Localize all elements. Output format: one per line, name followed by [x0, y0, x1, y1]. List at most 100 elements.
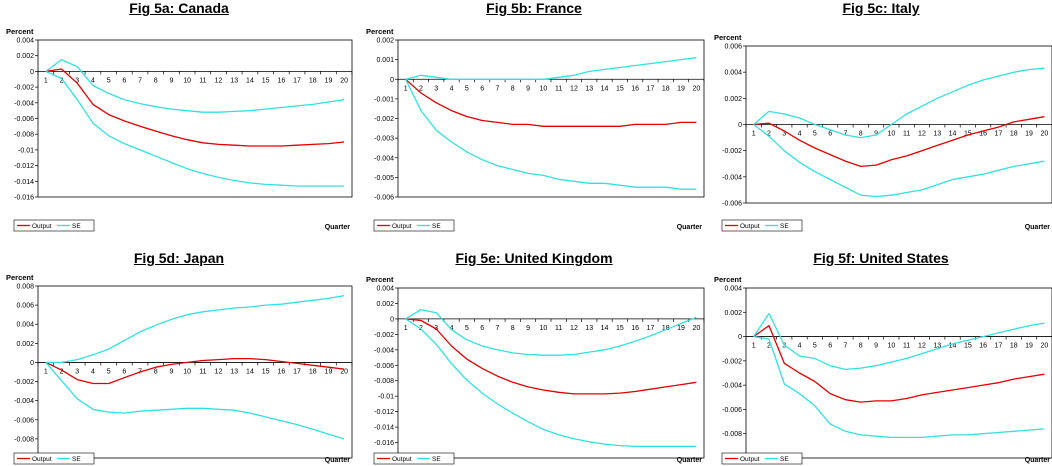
x-tick-label: 6 [828, 343, 832, 350]
x-tick-label: 11 [199, 77, 206, 84]
x-tick-label: 7 [495, 325, 499, 332]
legend-box [13, 219, 95, 232]
y-tick-label: 0.004 [16, 38, 34, 45]
x-tick-label: 20 [1040, 343, 1048, 350]
x-tick-label: 20 [692, 325, 700, 332]
x-tick-label: 17 [995, 131, 1003, 138]
x-tick-label: 18 [309, 77, 317, 84]
y-tick-label: -0.004 [14, 398, 34, 405]
y-tick-label: -0.002 [374, 116, 394, 123]
x-tick-label: 17 [995, 343, 1003, 350]
x-tick-label: 3 [75, 77, 79, 84]
x-tick-label: 14 [246, 77, 254, 84]
x-tick-label: 1 [404, 325, 408, 332]
x-tick-label: 16 [979, 343, 987, 350]
x-tick-label: 4 [798, 343, 802, 350]
x-tick-label: 7 [495, 85, 499, 92]
x-tick-label: 11 [555, 85, 562, 92]
y-tick-label: 0.002 [376, 38, 394, 45]
series-se-line [405, 308, 697, 356]
x-tick-label: 6 [122, 368, 126, 375]
y-axis-label: Percent [6, 27, 34, 36]
y-tick-label: -0.012 [374, 409, 394, 416]
y-tick-label: 0.002 [376, 301, 394, 308]
chart-panel-france: Fig 5b: France Percent 0.002 0.001 0 -0.001 -… [358, 0, 710, 233]
y-tick-label: 0.008 [16, 284, 34, 291]
x-tick-label: 14 [601, 325, 609, 332]
y-axis-label: Percent [6, 273, 34, 282]
x-tick-label: 13 [933, 131, 941, 138]
y-tick-label: -0.008 [374, 378, 394, 385]
x-tick-label: 3 [782, 343, 786, 350]
x-tick-label: 14 [601, 85, 609, 92]
x-tick-label: 1 [404, 85, 408, 92]
y-tick-label: -0.004 [722, 174, 742, 181]
series-se-line [753, 67, 1045, 139]
x-tick-label: 16 [277, 77, 285, 84]
x-tick-label: 10 [539, 325, 547, 332]
y-tick-label: 0 [30, 360, 34, 367]
y-tick-label: -0.006 [14, 417, 34, 424]
x-tick-label: 9 [169, 368, 173, 375]
x-tick-label: 12 [570, 325, 578, 332]
x-tick-label: 17 [647, 85, 655, 92]
legend-label: SE [780, 456, 789, 463]
plot-frame [397, 39, 705, 198]
legend-label: Output [740, 223, 760, 230]
y-tick-label: -0.001 [374, 96, 394, 103]
x-tick-label: 10 [183, 77, 191, 84]
line-chart: Percent 0.004 0.002 0 -0.002 -0.004 -0.006 -0.0… [6, 27, 353, 232]
y-tick-label: -0.004 [14, 100, 34, 107]
legend-box [373, 452, 455, 465]
x-axis-label: Quarter [325, 224, 351, 231]
legend-label: SE [432, 223, 441, 230]
x-tick-label: 8 [154, 77, 158, 84]
x-tick-label: 11 [903, 343, 910, 350]
y-tick-label: -0.016 [14, 195, 34, 202]
series-se-lower-line [753, 335, 1045, 439]
x-tick-label: 15 [616, 85, 624, 92]
x-tick-label: 19 [1025, 343, 1033, 350]
y-tick-label: -0.01 [18, 147, 34, 154]
x-tick-label: 5 [107, 368, 111, 375]
series-se-lower-line [45, 70, 345, 187]
y-tick-label: -0.002 [722, 148, 742, 155]
legend-label: Output [32, 223, 52, 230]
x-tick-label: 12 [918, 131, 926, 138]
y-axis-label: Percent [366, 275, 394, 284]
y-tick-label: -0.006 [374, 363, 394, 370]
x-tick-label: 14 [949, 343, 957, 350]
x-tick-label: 16 [631, 85, 639, 92]
chart-panel-italy: Fig 5c: Italy Percent 0.006 0.004 0.002 0 -0.… [710, 0, 1052, 233]
x-tick-label: 5 [813, 131, 817, 138]
x-tick-label: 17 [293, 77, 301, 84]
series-se-lower-line [45, 361, 345, 440]
series-se-line [45, 294, 345, 364]
x-tick-label: 20 [340, 368, 348, 375]
x-tick-label: 18 [662, 325, 670, 332]
x-tick-label: 4 [91, 368, 95, 375]
x-tick-label: 17 [647, 325, 655, 332]
x-tick-label: 19 [1025, 131, 1033, 138]
x-axis-label: Quarter [1025, 457, 1051, 464]
x-tick-label: 15 [262, 77, 270, 84]
chart-panel-united-states: Fig 5f: United States Percent 0.004 0.002 0… [710, 250, 1052, 466]
y-tick-label: 0 [738, 122, 742, 129]
x-tick-label: 5 [107, 77, 111, 84]
legend-box [373, 219, 455, 232]
legend-label: Output [32, 456, 52, 463]
y-tick-label: -0.006 [374, 195, 394, 202]
x-tick-label: 14 [949, 131, 957, 138]
y-tick-label: -0.014 [14, 179, 34, 186]
x-tick-label: 11 [903, 131, 910, 138]
x-axis-label: Quarter [325, 457, 351, 464]
legend-label: SE [780, 223, 789, 230]
x-tick-label: 13 [933, 343, 941, 350]
chart-panel-canada: Fig 5a: Canada Percent 0.004 0.002 0 -0.002 -… [0, 0, 358, 233]
y-tick-label: -0.006 [14, 116, 34, 123]
x-tick-label: 9 [169, 77, 173, 84]
x-axis-label: Quarter [677, 224, 703, 231]
series-se-line [45, 58, 345, 113]
x-tick-label: 7 [843, 131, 847, 138]
